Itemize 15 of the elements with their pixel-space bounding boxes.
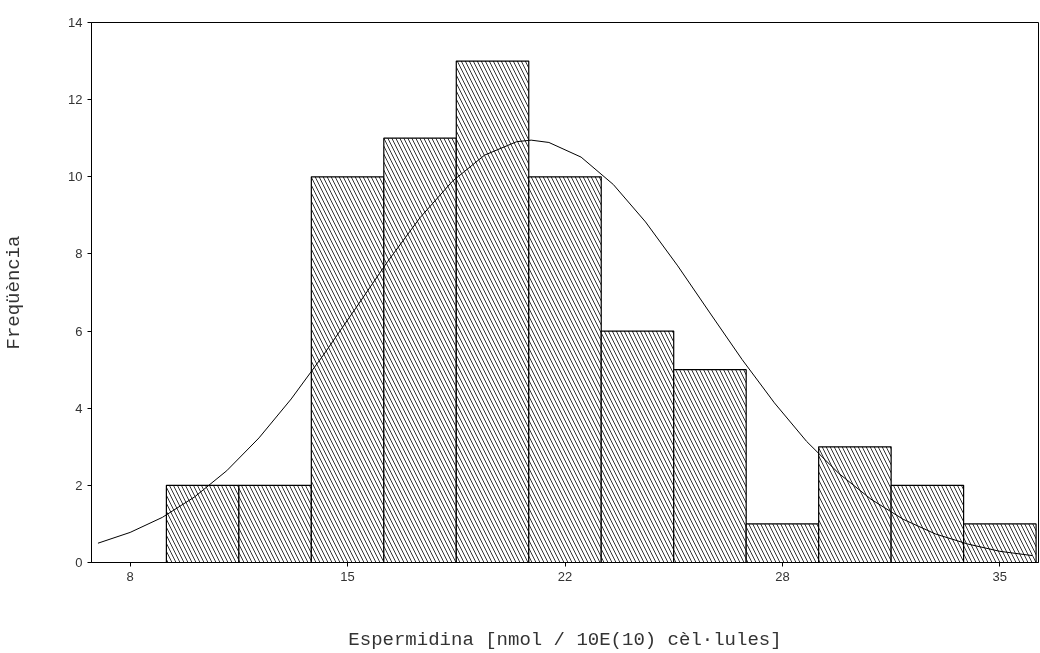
x-tick-label: 22: [557, 568, 573, 584]
y-tick-label: 8: [75, 246, 83, 262]
y-tick-label: 14: [68, 15, 83, 30]
x-tick-label: 28: [775, 568, 790, 584]
y-tick-label: 6: [75, 323, 83, 339]
y-tick-label: 12: [68, 92, 83, 108]
y-tick-label: 10: [68, 169, 83, 185]
x-tick-label: 8: [126, 568, 134, 584]
x-tick-label: 35: [992, 568, 1008, 584]
y-tick-label: 2: [75, 477, 83, 493]
y-axis-title: Freqüència: [3, 235, 26, 350]
y-tick-label: 0: [75, 555, 83, 570]
x-tick-label: 15: [340, 568, 355, 584]
x-axis-title: Espermidina [nmol / 10E(10) cèl·lules]: [348, 628, 782, 651]
y-tick-label: 4: [75, 400, 83, 416]
